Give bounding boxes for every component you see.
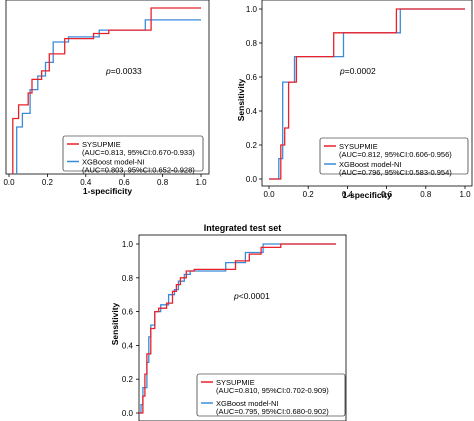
roc-panel-top-right: 0.0 0.2 0.4 0.6 0.8 1.0 0.0 0.2 0.4 0.6 0.8 1.0 1-sp… (236, 0, 473, 200)
roc-line-sysupmie (139, 243, 336, 414)
x-tick-label: 0.0 (3, 178, 15, 187)
legend: SYSUPMIE(AUC=0.810, 95%CI:0.702-0.909) XG… (196, 373, 346, 417)
roc-line-sysupmie (269, 8, 465, 180)
x-tick-label: 0.6 (119, 178, 131, 187)
legend-entry-name: XGBoost model-NI (339, 160, 402, 169)
y-tick-label: 0.4 (246, 107, 258, 116)
legend-box (62, 135, 204, 172)
plot-frame (261, 0, 473, 187)
roc-line-xgboost (269, 8, 465, 180)
x-tick-label: 0.4 (80, 178, 92, 187)
legend-entry-auc: (AUC=0.795, 95%CI:0.680-0.902) (216, 407, 329, 416)
legend-entry-name: XGBoost model-NI (216, 399, 279, 408)
p-value: =0.0033 (111, 66, 142, 76)
x-tick-label: 0.6 (381, 190, 393, 199)
legend-entry-auc: (AUC=0.796, 95%CI:0.583-0.954) (339, 168, 452, 177)
legend-entry-name: SYSUPMIE (216, 378, 255, 387)
p-symbol: p (339, 66, 345, 76)
legend-box (196, 373, 346, 417)
legend-entry-auc: (AUC=0.803, 95%CI:0.652-0.928) (82, 166, 195, 175)
y-tick-label: 0.8 (122, 274, 134, 283)
legend-entry-auc: (AUC=0.812, 95%CI:0.606-0.956) (339, 150, 452, 159)
y-tick-label: 0.6 (122, 308, 134, 317)
p-value-annotation: p=0.0033 (105, 66, 142, 76)
plot-frame (138, 234, 347, 421)
p-value: =0.0002 (345, 66, 376, 76)
p-symbol: p (233, 291, 239, 301)
x-tick-label: 1.0 (459, 190, 471, 199)
x-axis-label: 1-specificity (342, 190, 391, 200)
p-value-annotation: p=0.0002 (339, 66, 376, 76)
x-tick-label: 0.4 (342, 190, 354, 199)
roc-line-xgboost (16, 19, 201, 174)
x-tick-label: 1.0 (195, 178, 207, 187)
x-tick-label: 0.8 (420, 190, 432, 199)
y-tick-label: 0.2 (246, 141, 258, 150)
roc-panel-bottom: Integrated test set 0.0 0.2 0.4 0.6 0.8 1.0 Sen… (110, 223, 347, 421)
legend-box (319, 137, 469, 175)
roc-line-sysupmie (12, 7, 201, 174)
p-symbol: p (105, 66, 111, 76)
y-tick-label: 0.8 (246, 39, 258, 48)
x-tick-label: 0.0 (263, 190, 275, 199)
y-tick-label: 0.2 (122, 375, 134, 384)
roc-panel-top-left: 0.0 0.2 0.4 0.6 0.8 1.0 1-specificity p=0.0033 S… (3, 0, 210, 196)
legend-entry-name: XGBoost model-NI (82, 158, 145, 167)
y-tick-label: 0.6 (246, 73, 258, 82)
y-tick-label: 0.0 (246, 175, 258, 184)
x-tick-label: 0.2 (42, 178, 54, 187)
plot-frame (5, 0, 210, 175)
y-axis-label: Sensitivity (236, 78, 246, 121)
p-value-annotation: p<0.0001 (233, 291, 270, 301)
p-value: <0.0001 (239, 291, 270, 301)
legend-entry-name: SYSUPMIE (82, 140, 121, 149)
y-axis-label: Sensitivity (110, 302, 120, 345)
legend: SYSUPMIE(AUC=0.812, 95%CI:0.606-0.956)XG… (319, 137, 469, 177)
legend-entry-auc: (AUC=0.813, 95%CI:0.670-0.933) (82, 148, 195, 157)
x-tick-label: 0.2 (303, 190, 315, 199)
x-axis-label: 1-specificity (83, 186, 132, 196)
y-tick-label: 0.4 (122, 341, 134, 350)
y-tick-label: 0.0 (122, 409, 134, 418)
chart-title: Integrated test set (204, 223, 282, 233)
legend-entry-auc: (AUC=0.810, 95%CI:0.702-0.909) (216, 386, 329, 395)
y-tick-label: 1.0 (122, 240, 134, 249)
x-tick-label: 0.8 (157, 178, 169, 187)
y-tick-label: 1.0 (246, 5, 258, 14)
legend: SYSUPMIE(AUC=0.813, 95%CI:0.670-0.933)XG… (62, 135, 204, 175)
legend-entry-name: SYSUPMIE (339, 142, 378, 151)
roc-line-xgboost (139, 243, 336, 414)
